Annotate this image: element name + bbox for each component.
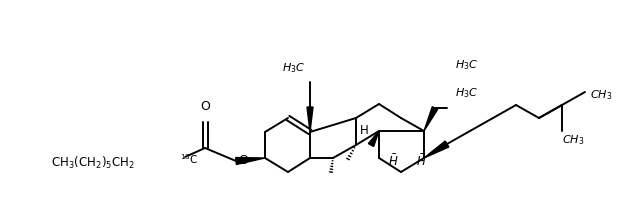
- Text: $H_3C$: $H_3C$: [455, 86, 478, 100]
- Polygon shape: [424, 107, 438, 131]
- Text: $CH_3$: $CH_3$: [590, 88, 612, 102]
- Polygon shape: [307, 107, 313, 132]
- Text: O: O: [200, 100, 210, 113]
- Polygon shape: [424, 141, 449, 158]
- Polygon shape: [369, 131, 379, 146]
- Text: $\bar{H}$: $\bar{H}$: [416, 153, 426, 169]
- Text: $^{13}$C: $^{13}$C: [180, 152, 198, 166]
- Text: $H_3C$: $H_3C$: [455, 58, 478, 72]
- Text: $\bar{H}$: $\bar{H}$: [388, 153, 398, 169]
- Polygon shape: [236, 158, 265, 164]
- Text: H: H: [360, 124, 369, 137]
- Text: O: O: [238, 153, 248, 166]
- Text: $H_3C$: $H_3C$: [282, 61, 305, 75]
- Text: $\mathregular{CH_3(CH_2)_5CH_2}$: $\mathregular{CH_3(CH_2)_5CH_2}$: [51, 155, 135, 171]
- Text: $CH_3$: $CH_3$: [562, 133, 584, 147]
